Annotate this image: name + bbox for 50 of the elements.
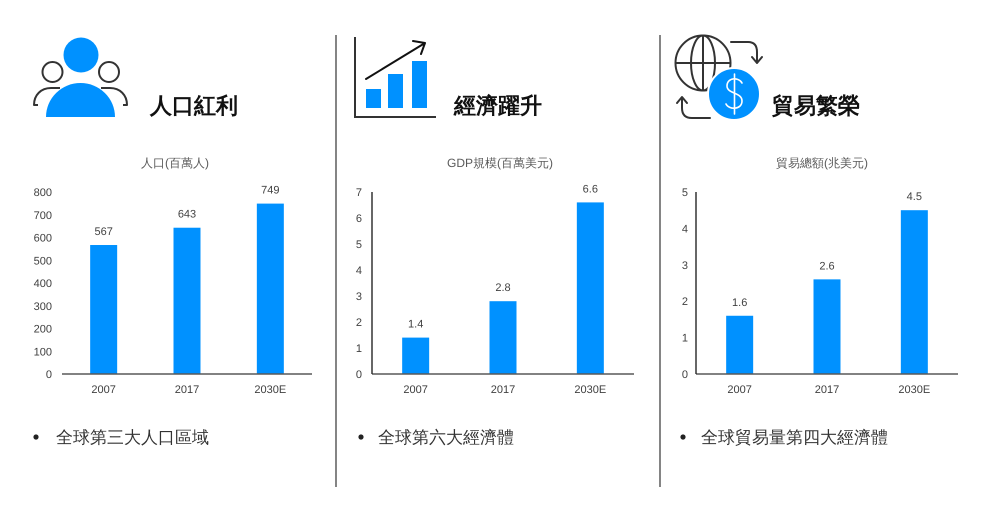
y-tick-label: 300: [34, 300, 52, 313]
x-tick-label: 2030E: [254, 384, 286, 396]
annotation: 全球第三大人口區域: [56, 428, 209, 447]
title: 貿易繁榮: [772, 93, 860, 118]
y-tick-label: 1: [682, 332, 688, 345]
x-tick-label: 2007: [727, 384, 752, 396]
y-tick-label: 600: [34, 232, 52, 244]
subtitle: 人口(百萬人): [141, 156, 209, 170]
y-tick-label: 0: [682, 369, 688, 381]
x-tick-label: 2017: [490, 384, 516, 396]
data-label: 1.6: [732, 296, 748, 309]
data-label: 4.5: [906, 191, 922, 204]
x-tick-label: 2007: [91, 384, 116, 396]
y-tick-label: 0: [356, 369, 362, 381]
data-label: 749: [261, 184, 280, 197]
y-tick-label: 4: [682, 223, 688, 236]
data-label: 643: [178, 208, 196, 221]
x-tick-label: 2017: [174, 384, 200, 396]
y-tick-label: 200: [34, 324, 52, 336]
annotation: 全球第六大經濟體: [378, 428, 514, 447]
annotation: 全球貿易量第四大經濟體: [701, 428, 888, 447]
data-label: 6.6: [582, 183, 598, 196]
subtitle: 貿易總額(兆美元): [776, 156, 868, 170]
x-tick-label: 2007: [403, 384, 428, 396]
y-tick-label: 500: [34, 255, 52, 268]
y-tick-label: 7: [356, 187, 362, 199]
y-tick-label: 800: [34, 187, 52, 199]
x-tick-label: 2017: [814, 384, 840, 396]
data-label: 2.8: [495, 282, 511, 294]
subtitle: GDP規模(百萬美元): [447, 156, 553, 170]
y-tick-label: 3: [682, 260, 688, 272]
data-label: 567: [94, 226, 113, 238]
y-tick-label: 100: [34, 346, 52, 358]
y-tick-label: 5: [356, 239, 362, 251]
y-tick-label: 2: [356, 317, 362, 329]
y-tick-label: 400: [34, 278, 52, 290]
title: 經濟躍升: [454, 93, 542, 118]
y-tick-label: 3: [356, 291, 362, 303]
data-label: 2.6: [819, 260, 835, 272]
title: 人口紅利: [150, 93, 238, 118]
y-tick-label: 0: [46, 369, 52, 381]
y-tick-label: 700: [34, 210, 52, 222]
y-tick-label: 5: [682, 187, 688, 199]
x-tick-label: 2030E: [574, 384, 606, 396]
data-label: 1.4: [408, 318, 424, 331]
x-tick-label: 2030E: [898, 384, 930, 396]
y-tick-label: 1: [356, 343, 362, 355]
y-tick-label: 4: [356, 265, 362, 277]
y-tick-label: 6: [356, 213, 362, 225]
y-tick-label: 2: [682, 296, 688, 308]
